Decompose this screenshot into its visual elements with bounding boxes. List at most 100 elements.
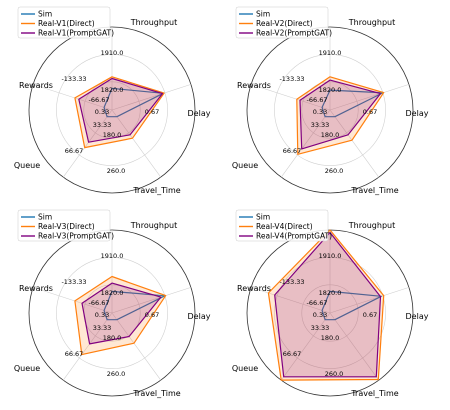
tick-label: 1910.0 xyxy=(319,252,342,260)
tick-label: 1820.0 xyxy=(319,289,342,297)
tick-label: 33.33 xyxy=(93,121,112,129)
series-polygon-real-v3-promptgat- xyxy=(81,282,162,345)
grid-spoke-travel_time xyxy=(329,109,380,178)
tick-label: 0.33 xyxy=(95,311,109,319)
axis-label-throughput: Throughput xyxy=(130,18,177,27)
tick-label: 180.0 xyxy=(321,334,340,342)
tick-label: 1910.0 xyxy=(319,49,342,57)
tick-label: 33.33 xyxy=(311,324,330,332)
radar-chart-1: 1820.0 1910.0 0.33 0.67 180.0 260.0 33.33 66.67… xyxy=(14,6,211,195)
tick-label: 260.0 xyxy=(107,167,126,175)
series-polygon-real-v1-promptgat- xyxy=(78,77,164,143)
legend-label: Real-V1(PromptGAT) xyxy=(38,29,114,38)
tick-label: -133.33 xyxy=(61,278,86,286)
axis-label-queue: Queue xyxy=(232,364,258,373)
grid-spoke-queue xyxy=(62,109,113,178)
tick-label: -66.67 xyxy=(89,96,110,104)
tick-label: 1820.0 xyxy=(319,86,342,94)
series-polygon-sim xyxy=(321,290,382,321)
tick-label: 1910.0 xyxy=(101,49,124,57)
axis-label-delay: Delay xyxy=(406,312,429,321)
tick-label: 260.0 xyxy=(107,370,126,378)
series-polygon-real-v3-direct- xyxy=(74,275,167,356)
grid-spoke-travel_time xyxy=(329,312,380,381)
series-polygon-real-v2-promptgat- xyxy=(299,79,382,150)
grid-spoke-rewards xyxy=(32,84,113,111)
tick-label: 66.67 xyxy=(65,147,84,155)
axis-label-travel_time: Travel_Time xyxy=(132,389,180,398)
axis-label-delay: Delay xyxy=(188,312,211,321)
axis-label-throughput: Throughput xyxy=(348,221,395,230)
axis-label-rewards: Rewards xyxy=(237,81,271,90)
series-polygon-real-v4-promptgat- xyxy=(274,231,382,378)
tick-label: 0.33 xyxy=(95,108,109,116)
axis-label-queue: Queue xyxy=(14,161,40,170)
tick-label: 0.33 xyxy=(313,311,327,319)
tick-label: 1820.0 xyxy=(101,289,124,297)
axis-label-throughput: Throughput xyxy=(130,221,177,230)
series-polygon-sim xyxy=(103,290,166,321)
legend-frame xyxy=(235,6,329,39)
legend-frame xyxy=(17,6,111,39)
grid-spoke-delay xyxy=(111,287,192,314)
grid-spoke-queue xyxy=(280,109,331,178)
axis-label-queue: Queue xyxy=(14,364,40,373)
tick-label: 260.0 xyxy=(325,167,344,175)
legend-label: Real-V3(Direct) xyxy=(38,222,95,231)
radar-chart-3: 1820.0 1910.0 0.33 0.67 180.0 260.0 33.33 66.67… xyxy=(14,209,211,398)
legend-label: Sim xyxy=(38,10,52,19)
grid-spoke-rewards xyxy=(250,84,331,111)
tick-label: 180.0 xyxy=(321,131,340,139)
axis-label-rewards: Rewards xyxy=(19,81,53,90)
series-polygon-sim xyxy=(103,87,164,118)
tick-label: -66.67 xyxy=(307,96,328,104)
grid-spoke-rewards xyxy=(32,287,113,314)
legend-label: Real-V4(PromptGAT) xyxy=(256,232,332,241)
axis-label-throughput: Throughput xyxy=(348,18,395,27)
grid-spoke-delay xyxy=(111,84,192,111)
axis-label-rewards: Rewards xyxy=(19,284,53,293)
tick-label: 180.0 xyxy=(103,131,122,139)
tick-label: 180.0 xyxy=(103,334,122,342)
tick-label: 0.67 xyxy=(145,108,159,116)
tick-label: -133.33 xyxy=(61,75,86,83)
axis-label-queue: Queue xyxy=(232,161,258,170)
tick-label: -133.33 xyxy=(279,75,304,83)
axis-label-travel_time: Travel_Time xyxy=(350,389,398,398)
tick-label: 33.33 xyxy=(93,324,112,332)
axis-label-travel_time: Travel_Time xyxy=(350,186,398,195)
axis-label-rewards: Rewards xyxy=(237,284,271,293)
tick-label: -133.33 xyxy=(279,278,304,286)
radar-chart-2: 1820.0 1910.0 0.33 0.67 180.0 260.0 33.33 66.67… xyxy=(232,6,429,195)
tick-label: -66.67 xyxy=(89,299,110,307)
tick-label: 33.33 xyxy=(311,121,330,129)
axis-label-delay: Delay xyxy=(406,109,429,118)
series-polygon-real-v1-direct- xyxy=(74,76,165,149)
grid-spoke-queue xyxy=(280,312,331,381)
grid-spoke-delay xyxy=(329,287,410,314)
tick-label: 1820.0 xyxy=(101,86,124,94)
tick-label: 0.33 xyxy=(313,108,327,116)
axis-label-delay: Delay xyxy=(188,109,211,118)
series-polygon-real-v2-direct- xyxy=(296,76,385,155)
grid-spoke-rewards xyxy=(250,287,331,314)
tick-label: 0.67 xyxy=(145,311,159,319)
tick-label: 66.67 xyxy=(65,350,84,358)
legend-label: Real-V2(Direct) xyxy=(256,19,313,28)
grid-spoke-queue xyxy=(62,312,113,381)
legend-label: Real-V2(PromptGAT) xyxy=(256,29,332,38)
legend-label: Real-V1(Direct) xyxy=(38,19,95,28)
tick-label: 260.0 xyxy=(325,370,344,378)
grid-spoke-travel_time xyxy=(111,109,162,178)
tick-label: 66.67 xyxy=(283,350,302,358)
legend-label: Real-V4(Direct) xyxy=(256,222,313,231)
tick-label: 0.67 xyxy=(363,108,377,116)
legend-label: Sim xyxy=(256,213,270,222)
radar-chart-4: 1820.0 1910.0 0.33 0.67 180.0 260.0 33.33 66.67… xyxy=(232,209,429,398)
grid-spoke-delay xyxy=(329,84,410,111)
legend-label: Sim xyxy=(256,10,270,19)
